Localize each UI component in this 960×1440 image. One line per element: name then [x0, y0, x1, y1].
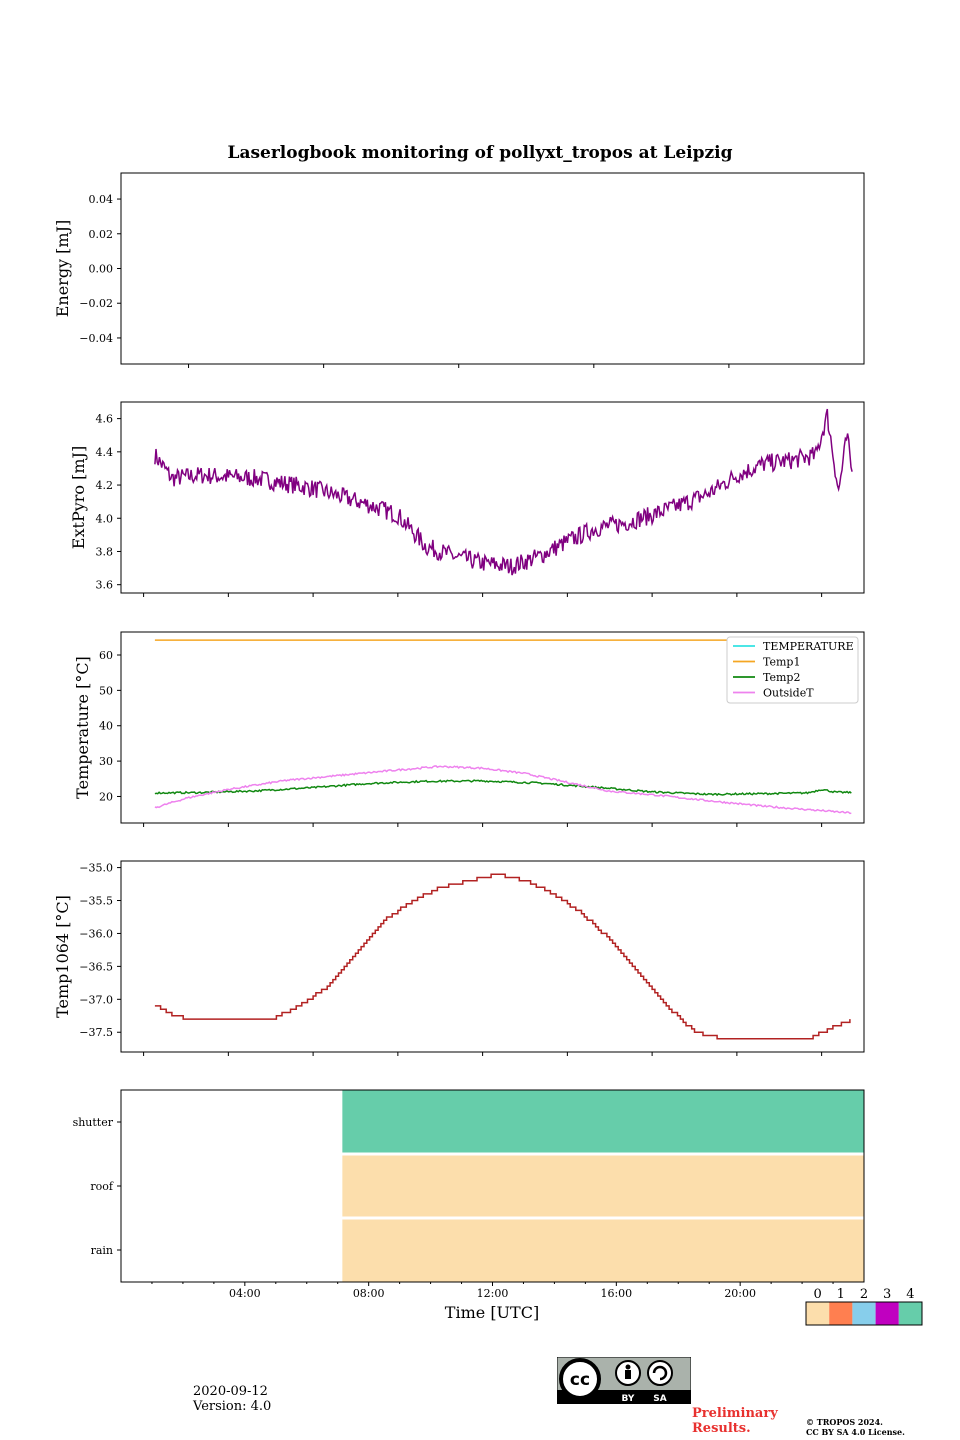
row-label-shutter: shutter: [73, 1116, 114, 1129]
temp1064-panel: −35.0 −35.5 −36.0 −36.5 −37.0 −37.5 Temp1064 […: [53, 860, 865, 1056]
x-tick-label: 04:00: [229, 1287, 261, 1300]
colorbar-label: 0: [813, 1287, 821, 1302]
cc-logo-icon: [559, 1358, 601, 1400]
y-axis-label: Energy [mJ]: [53, 220, 72, 318]
y-tick-label: 4.2: [96, 479, 114, 492]
series-temp1064-line: [154, 873, 851, 1040]
status-block-roof: [342, 1155, 865, 1217]
legend-entry: Temp1: [763, 656, 800, 669]
legend-entry: Temp2: [763, 671, 800, 684]
legend-entry: TEMPERATURE: [763, 640, 854, 653]
status-panel: shutter roof rain 04:00 08:00 12:00 16:00 20:00: [73, 1089, 865, 1300]
plot-frame: [120, 401, 865, 594]
series-temp2-line: [154, 779, 852, 797]
colorbar-label: 4: [906, 1287, 914, 1302]
y-tick-label: −0.04: [79, 332, 113, 345]
energy-panel: 0.04 0.02 0.00 −0.02 −0.04 Energy [mJ]: [53, 172, 865, 368]
series-extpyro-line: [154, 408, 853, 576]
plot-frame: [120, 860, 865, 1053]
cc-sa-label: SA: [653, 1394, 666, 1404]
copyright-line-1: © TROPOS 2024.: [806, 1417, 883, 1427]
y-tick-label: −36.5: [79, 960, 113, 973]
share-alike-icon: [647, 1360, 673, 1386]
y-tick-label: −37.5: [79, 1026, 113, 1039]
y-tick-label: −35.0: [79, 862, 113, 875]
y-tick-label: −35.5: [79, 895, 113, 908]
y-tick-label: 4.0: [96, 512, 114, 525]
colorbar-swatch: [829, 1302, 853, 1325]
x-axis-label: Time [UTC]: [445, 1303, 539, 1322]
cc-logo-text: cc: [570, 1370, 590, 1390]
y-tick-label: 30: [99, 755, 113, 768]
y-tick-label: 0.04: [89, 193, 114, 206]
x-tick-label: 20:00: [724, 1287, 756, 1300]
colorbar-swatch: [806, 1302, 830, 1325]
y-tick-label: 4.4: [96, 446, 114, 459]
colorbar-label: 1: [837, 1287, 845, 1302]
date-label: 2020-09-12: [193, 1384, 268, 1399]
version-label: Version: 4.0: [193, 1399, 272, 1414]
temperature-panel: 60 50 40 30 20 Temperature [°C] TEMPERATURE Tem…: [73, 631, 865, 827]
y-tick-label: 0.00: [89, 263, 114, 276]
y-tick-label: 3.8: [96, 545, 114, 558]
y-tick-label: 3.6: [96, 579, 114, 592]
y-tick-label: 50: [99, 684, 113, 697]
y-axis-label: ExtPyro [mJ]: [69, 446, 88, 549]
row-label-rain: rain: [91, 1244, 113, 1257]
row-label-roof: roof: [90, 1180, 114, 1193]
y-tick-label: 40: [99, 720, 113, 733]
cc-by-sa-badge: cc BY SA: [557, 1357, 691, 1404]
colorbar-frame: [805, 1301, 923, 1326]
y-tick-label: 60: [99, 649, 113, 662]
status-block-shutter: [342, 1090, 865, 1153]
colorbar-swatch: [852, 1302, 876, 1325]
y-axis-label: Temperature [°C]: [73, 656, 92, 799]
legend-entry: OutsideT: [763, 687, 814, 700]
copyright-label: © TROPOS 2024. CC BY SA 4.0 License.: [806, 1417, 956, 1437]
y-tick-label: 4.6: [96, 413, 114, 426]
extpyro-panel: 4.6 4.4 4.2 4.0 3.8 3.6 ExtPyro [mJ]: [69, 401, 865, 597]
y-tick-label: 20: [99, 790, 113, 803]
colorbar-label: 3: [883, 1287, 891, 1302]
plot-frame: [120, 172, 865, 365]
y-axis-label: Temp1064 [°C]: [53, 895, 72, 1018]
y-tick-label: −0.02: [79, 297, 113, 310]
legend-box: [726, 636, 859, 704]
copyright-line-2: CC BY SA 4.0 License.: [806, 1427, 905, 1437]
colorbar-swatch: [875, 1302, 899, 1325]
y-tick-label: 0.02: [89, 228, 114, 241]
colorbar-swatch: [898, 1302, 922, 1325]
chart-title: Laserlogbook monitoring of pollyxt_tropo…: [227, 143, 732, 163]
x-tick-label: 16:00: [600, 1287, 632, 1300]
y-tick-label: −36.0: [79, 927, 113, 940]
colorbar-label: 2: [860, 1287, 868, 1302]
preliminary-label: Preliminary Results.: [692, 1406, 778, 1436]
status-block-rain: [342, 1219, 865, 1282]
x-tick-label: 08:00: [353, 1287, 385, 1300]
series-outsidet-line: [154, 765, 852, 815]
y-tick-label: −37.0: [79, 993, 113, 1006]
cc-by-label: BY: [622, 1394, 635, 1404]
x-tick-label: 12:00: [477, 1287, 509, 1300]
